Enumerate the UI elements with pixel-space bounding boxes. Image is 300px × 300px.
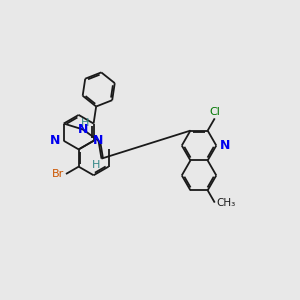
Text: Cl: Cl xyxy=(209,107,220,117)
Text: CH₃: CH₃ xyxy=(216,198,236,208)
Text: N: N xyxy=(50,134,60,147)
Text: N: N xyxy=(78,123,88,136)
Text: H: H xyxy=(92,160,100,170)
Text: N: N xyxy=(93,134,104,147)
Text: H: H xyxy=(81,118,90,128)
Text: Br: Br xyxy=(52,169,64,179)
Text: N: N xyxy=(220,139,230,152)
